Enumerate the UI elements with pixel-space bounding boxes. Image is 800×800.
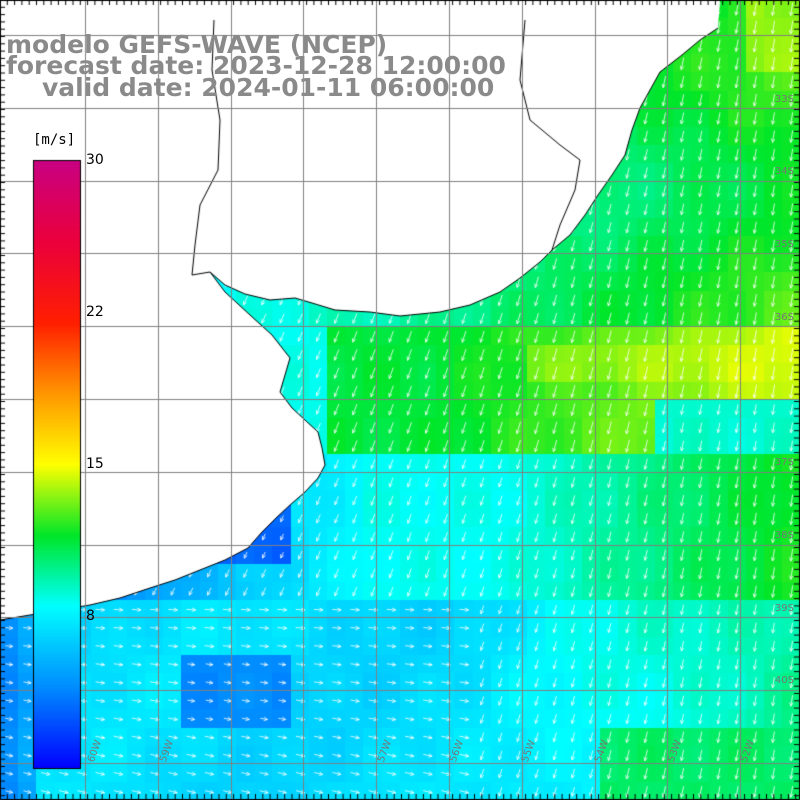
lat-label-40s: 40S — [774, 675, 794, 686]
lat-label-37s: 37S — [774, 457, 794, 468]
lat-label-33s: 33S — [774, 94, 794, 105]
lat-label-39s: 39S — [774, 603, 794, 614]
colorbar-unit: [m/s] — [33, 132, 76, 148]
colorbar-tick-22: 22 — [86, 304, 104, 320]
valid-date: valid date: 2024-01-11 06:00:00 — [42, 73, 495, 102]
forecast-date: forecast date: 2023-12-28 12:00:00 — [6, 51, 506, 80]
colorbar-tick-30: 30 — [86, 152, 104, 168]
colorbar-tick-8: 8 — [86, 608, 95, 624]
lat-label-35s: 35S — [774, 239, 794, 250]
colorbar-tick-15: 15 — [86, 456, 104, 472]
lat-label-38s: 38S — [774, 530, 794, 541]
model-title: modelo GEFS-WAVE (NCEP) — [6, 30, 388, 59]
lat-label-36s: 36S — [774, 312, 794, 323]
lat-label-34s: 34S — [774, 166, 794, 177]
